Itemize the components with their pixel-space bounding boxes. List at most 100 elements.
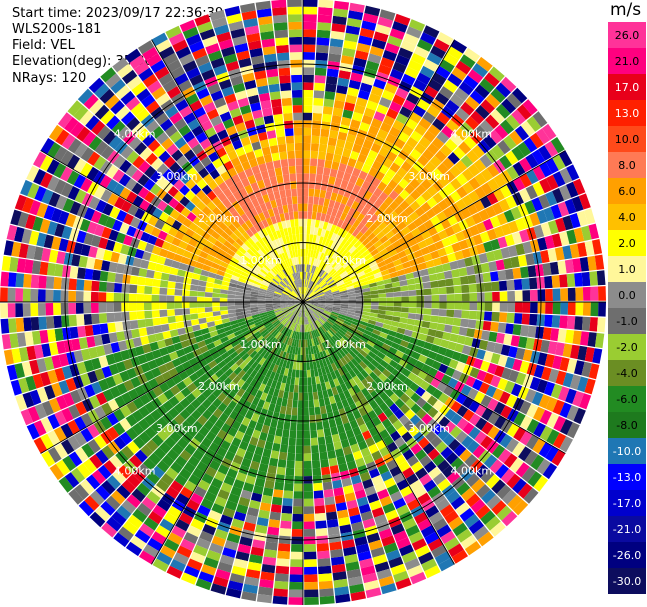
velocity-gate — [293, 354, 298, 363]
velocity-gate — [483, 311, 493, 321]
velocity-gate — [333, 225, 341, 235]
velocity-gate — [91, 381, 103, 395]
velocity-gate — [414, 319, 423, 327]
velocity-gate — [356, 372, 365, 382]
range-ring-label: 3.00km — [156, 422, 198, 435]
velocity-gate — [187, 455, 200, 468]
velocity-gate — [522, 374, 534, 388]
velocity-gate — [233, 558, 248, 569]
velocity-gate — [324, 230, 330, 239]
velocity-gate — [129, 275, 139, 285]
velocity-gate — [202, 332, 212, 340]
velocity-gate — [393, 497, 407, 510]
velocity-gate — [121, 499, 137, 514]
velocity-gate — [298, 218, 303, 227]
velocity-gate — [359, 82, 373, 93]
velocity-gate — [65, 213, 77, 228]
velocity-gate — [218, 38, 234, 50]
range-ring-label: 3.00km — [156, 170, 198, 183]
velocity-gate — [490, 271, 499, 282]
velocity-gate — [303, 521, 315, 530]
velocity-gate — [101, 226, 112, 239]
velocity-gate — [14, 363, 25, 379]
velocity-gate — [304, 528, 316, 537]
velocity-gate — [437, 199, 449, 211]
velocity-gate — [354, 489, 367, 500]
velocity-gate — [60, 439, 75, 455]
velocity-gate — [362, 287, 371, 293]
velocity-gate — [268, 519, 280, 528]
velocity-gate — [579, 393, 592, 410]
velocity-gate — [324, 214, 331, 223]
velocity-gate — [407, 59, 423, 72]
colorbar-segment — [608, 360, 646, 386]
velocity-gate — [313, 97, 324, 106]
velocity-gate — [491, 281, 500, 292]
velocity-gate — [303, 423, 310, 431]
velocity-gate — [312, 284, 319, 291]
velocity-gate — [94, 224, 105, 237]
velocity-gate — [269, 315, 277, 321]
velocity-gate — [431, 360, 442, 371]
velocity-gate — [175, 99, 189, 112]
velocity-gate — [386, 108, 399, 120]
velocity-gate — [284, 243, 290, 252]
velocity-gate — [331, 271, 339, 278]
velocity-gate — [140, 335, 150, 346]
velocity-gate — [360, 280, 369, 287]
velocity-gate — [536, 276, 545, 289]
velocity-gate — [132, 436, 146, 449]
velocity-gate — [365, 384, 375, 394]
velocity-gate — [460, 101, 475, 116]
velocity-gate — [437, 32, 454, 46]
velocity-gate — [298, 339, 301, 348]
velocity-gate — [211, 206, 222, 217]
velocity-gate — [379, 96, 392, 108]
velocity-gate — [329, 38, 344, 48]
velocity-gate — [208, 510, 222, 522]
velocity-gate — [348, 10, 364, 21]
velocity-gate — [319, 189, 327, 199]
velocity-gate — [283, 277, 290, 285]
velocity-gate — [284, 475, 294, 484]
velocity-gate — [119, 187, 131, 200]
velocity-gate — [334, 234, 341, 243]
velocity-gate — [570, 344, 580, 360]
velocity-gate — [238, 57, 252, 68]
velocity-gate — [291, 306, 298, 313]
velocity-gate — [346, 181, 355, 192]
velocity-gate — [352, 528, 366, 539]
velocity-gate — [485, 93, 501, 109]
velocity-gate — [399, 189, 410, 200]
velocity-gate — [352, 410, 362, 420]
velocity-gate — [164, 233, 175, 244]
velocity-gate — [191, 143, 204, 155]
velocity-gate — [420, 246, 431, 256]
velocity-gate — [410, 571, 427, 585]
velocity-gate — [152, 317, 161, 326]
velocity-gate — [415, 467, 428, 480]
velocity-gate — [331, 260, 339, 269]
velocity-gate — [164, 361, 175, 371]
velocity-gate — [566, 273, 576, 287]
velocity-gate — [53, 146, 68, 162]
velocity-gate — [367, 183, 377, 194]
velocity-gate — [213, 315, 222, 321]
velocity-gate — [314, 345, 320, 354]
velocity-gate — [259, 288, 267, 293]
velocity-gate — [15, 317, 25, 333]
velocity-gate — [131, 488, 146, 503]
velocity-gate — [265, 334, 273, 342]
velocity-gate — [214, 278, 223, 285]
velocity-gate — [339, 309, 348, 314]
velocity-gate — [295, 272, 299, 280]
velocity-gate — [316, 291, 324, 296]
velocity-gate — [263, 385, 271, 394]
velocity-gate — [361, 237, 371, 246]
velocity-gate — [292, 400, 298, 408]
velocity-gate — [443, 79, 458, 93]
velocity-gate — [331, 208, 338, 217]
velocity-gate — [278, 262, 284, 271]
velocity-gate — [303, 286, 305, 295]
velocity-gate — [83, 207, 95, 221]
